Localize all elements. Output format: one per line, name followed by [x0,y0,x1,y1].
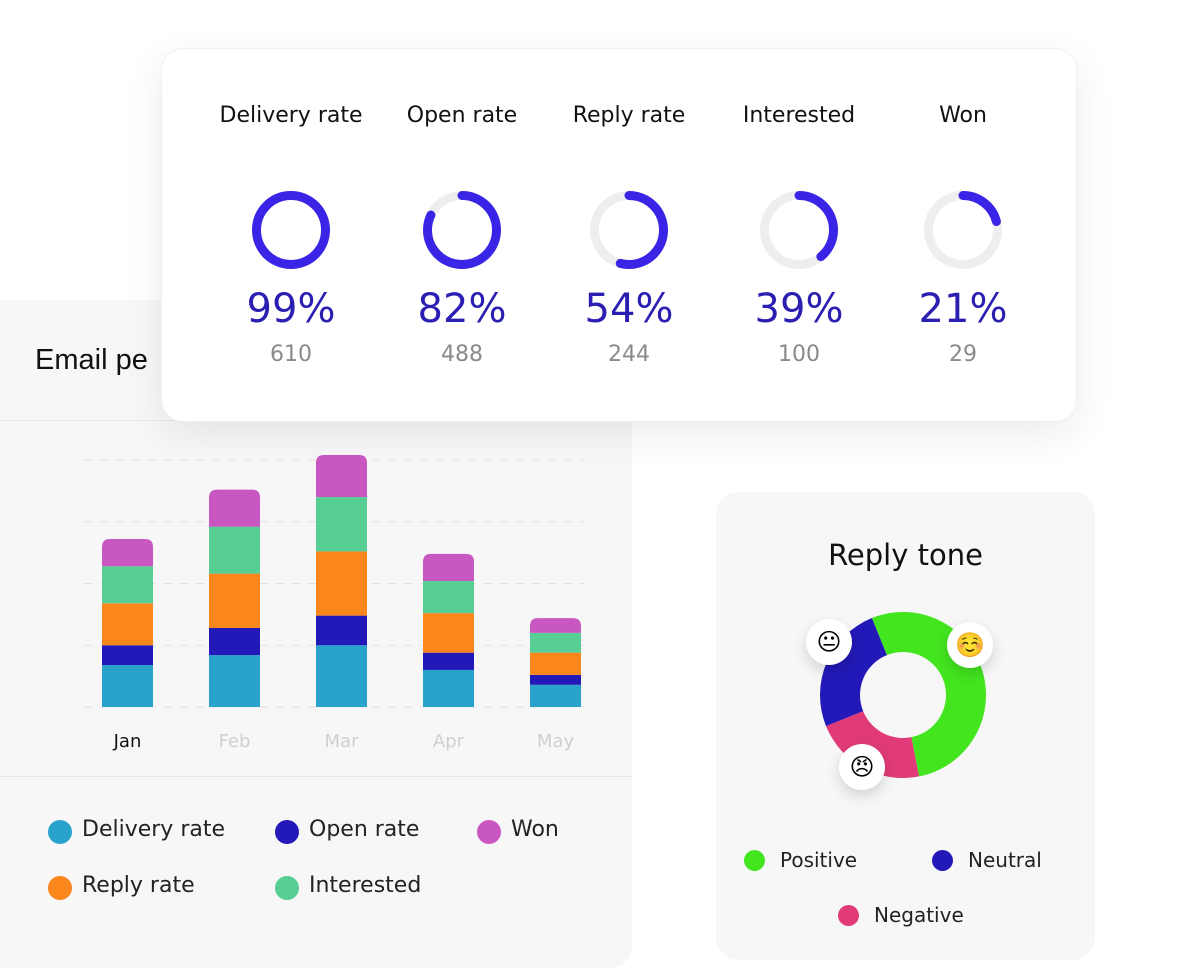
bar-segment [209,526,260,574]
bar-segment [423,669,474,707]
angry-face-icon: 😠 [839,744,885,790]
bar-segment [209,489,260,527]
legend-label: Negative [874,903,964,927]
bar-segment [423,581,474,614]
progress-ring [252,191,330,269]
bar-segment [102,539,153,567]
legend-label: Open rate [309,817,420,842]
ring-progress [760,191,838,269]
bar-mar[interactable] [316,455,367,707]
metric-label: Open rate [406,103,518,128]
bar-segment [423,613,474,653]
ring-progress [590,191,668,269]
legend-label: Delivery rate [82,817,225,842]
bar-segment [316,497,367,552]
bar-segment [530,618,581,633]
bar-apr[interactable] [423,553,474,707]
legend-item: Reply rate [48,873,195,900]
legend-item-negative: Negative [838,903,964,927]
legend-swatch [932,850,953,871]
legend-label: Reply rate [82,873,195,898]
metric-label: Reply rate [572,103,686,128]
metric-label: Delivery rate [219,103,363,128]
legend-swatch [48,876,72,900]
progress-ring [423,191,501,269]
divider [0,776,632,777]
bar-segment [102,603,153,646]
progress-ring [924,191,1002,269]
bar-segment [423,652,474,670]
x-tick-label[interactable]: Jan [113,731,142,752]
legend-swatch [477,820,501,844]
legend-label: Positive [780,848,858,872]
legend-swatch [275,820,299,844]
metric-count: 29 [949,342,977,367]
legend-swatch [838,905,859,926]
bar-segment [102,566,153,604]
metric-won: Won 21% 29 [873,49,1053,389]
legend-item: Open rate [275,817,420,844]
legend-label: Interested [309,873,422,898]
metric-percent: 82% [417,286,507,332]
bar-segment [423,553,474,582]
bar-segment [209,627,260,656]
progress-ring [590,191,668,269]
metric-percent: 54% [584,286,674,332]
bar-segment [316,551,367,616]
bar-segment [316,615,367,646]
x-tick-label[interactable]: Feb [219,731,251,752]
bar-segment [209,655,260,707]
metric-label: Interested [742,103,856,128]
x-tick-label[interactable]: May [537,731,575,752]
legend-item-neutral: Neutral [932,848,1042,872]
ring-progress [423,191,501,269]
ring-progress [252,191,330,269]
card-title: Email pe [35,344,148,376]
bar-segment [530,674,581,685]
legend-item: Won [477,817,559,844]
metric-count: 610 [270,342,312,367]
legend-item: Delivery rate [48,817,225,844]
legend-swatch [48,820,72,844]
smiling-face-icon: ☺️ [947,622,993,668]
bar-segment [316,455,367,498]
metric-open-rate: Open rate 82% 488 [372,49,552,389]
bar-segment [316,645,367,707]
bar-jan[interactable] [102,539,153,707]
metric-count: 488 [441,342,483,367]
metric-interested: Interested 39% 100 [709,49,889,389]
legend-item: Interested [275,873,422,900]
x-tick-label[interactable]: Apr [433,731,465,752]
progress-ring [760,191,838,269]
x-tick-label[interactable]: Mar [325,731,360,752]
metric-count: 244 [608,342,650,367]
metric-percent: 21% [918,286,1008,332]
metric-percent: 39% [754,286,844,332]
metrics-card: Delivery rate 99% 610 Open rate 82% 488 Re… [161,48,1077,422]
bar-may[interactable] [530,618,581,707]
neutral-face-icon: 😐 [806,619,852,665]
reply-tone-card: Reply tone 😐 ☺️ 😠 Positive Neutral Negat… [716,492,1095,960]
legend-item-positive: Positive [744,848,858,872]
legend-label: Won [511,817,559,842]
legend-swatch [744,850,765,871]
bar-segment [530,684,581,707]
bar-segment [530,652,581,675]
bar-feb[interactable] [209,489,260,707]
bar-segment [209,573,260,628]
legend-label: Neutral [968,848,1042,872]
slice-negative [826,711,920,778]
bar-segment [530,632,581,653]
metric-delivery-rate: Delivery rate 99% 610 [201,49,381,389]
bar-segment [102,665,153,707]
card-title: Reply tone [828,538,983,572]
legend-swatch [275,876,299,900]
bar-segment [102,645,153,666]
metric-percent: 99% [246,286,336,332]
stacked-bar-chart: Jan Feb Mar Apr May [84,455,584,752]
metric-reply-rate: Reply rate 54% 244 [539,49,719,389]
metric-count: 100 [778,342,820,367]
metric-label: Won [939,103,987,128]
ring-progress [924,191,1002,269]
